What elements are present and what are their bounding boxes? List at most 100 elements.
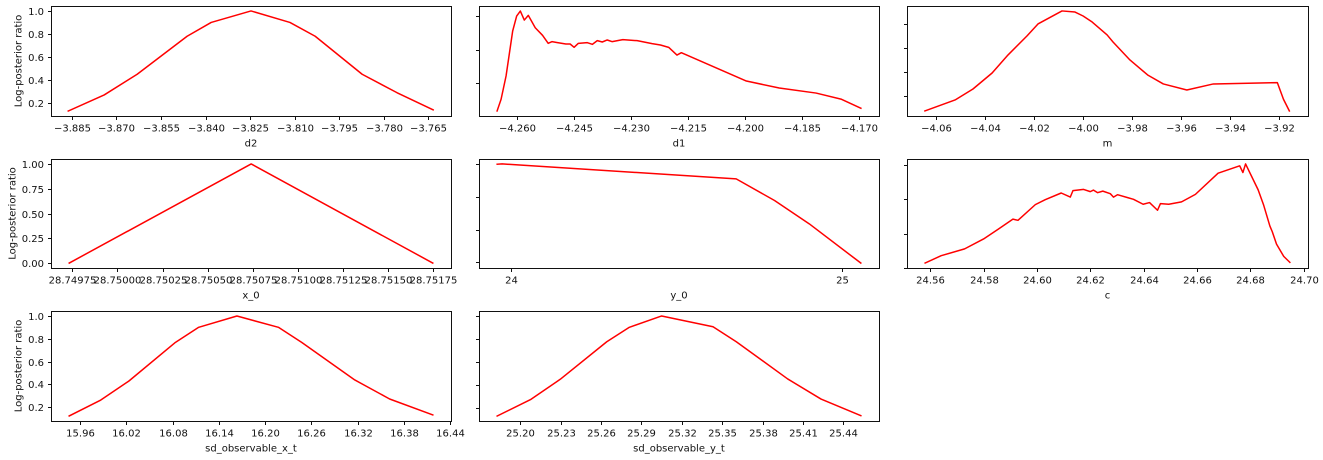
y-axis: 0.00 0.25 0.50 0.75 1.00 Log-posterior ratio [7,160,52,270]
x-tick-label: 16.20 [251,429,280,440]
x-tick-label: 24.68 [1236,276,1265,287]
x-tick-label: 28.75125 [320,276,368,287]
x-tick-label: 25.35 [708,429,737,440]
x-tick-label: −4.00 [1068,124,1099,135]
x-axis: −4.260 −4.245 −4.230 −4.215 −4.200 −4.185 −4.1… [499,116,878,150]
x-tick-label: −4.170 [841,124,878,135]
y-tick-label: 0.2 [28,99,44,110]
x-axis-label: y_0 [670,291,687,302]
x-tick-label: 16.32 [344,429,373,440]
y-tick-label: 0.8 [28,335,44,346]
y-tick-label: 1.00 [22,160,44,171]
subplot-d2: −3.885 −3.870 −3.855 −3.840 −3.825 −3.810 −3.7… [14,6,452,150]
subplot-m: −4.06 −4.04 −4.02 −4.00 −3.98 −3.96 −3.94 −3.92… [904,6,1309,150]
y-tick-label: 0.4 [28,76,44,87]
y-axis [904,24,908,97]
x-tick-label: 16.14 [205,429,234,440]
x-tick-label: 16.44 [436,429,465,440]
y-tick-label: 0.6 [28,53,44,64]
x-tick-label: −3.885 [54,124,91,135]
data-line-x_0 [68,163,434,265]
x-tick-label: 28.75075 [230,276,278,287]
x-tick-label: −3.98 [1117,124,1148,135]
x-axis-label: d1 [673,139,686,150]
x-axis-label: x_0 [242,291,259,302]
x-tick-label: 16.02 [112,429,141,440]
y-axis [476,16,480,84]
x-tick-label: −3.870 [98,124,135,135]
y-axis-label: Log-posterior ratio [14,15,25,108]
x-tick-label: 24.60 [1023,276,1052,287]
x-axis-label: c [1105,291,1111,302]
x-axis: 28.7497528.7500028.7502528.7505028.75075… [49,268,457,302]
x-tick-label: 16.38 [390,429,419,440]
x-tick-label: −4.02 [1019,124,1050,135]
x-tick-label: 25.23 [547,429,576,440]
x-tick-label: 24.64 [1130,276,1159,287]
x-tick-label: −4.06 [921,124,952,135]
y-axis-label: Log-posterior ratio [14,320,25,413]
x-axis: 15.96 16.02 16.08 16.14 16.20 16.26 16.32 16.38… [66,421,465,455]
data-line-y_0 [496,163,862,265]
y-tick-label: 0.50 [22,210,44,221]
data-line-sd_observable_y_t [496,315,862,418]
axes-frame [479,311,880,422]
x-tick-label: 24.70 [1290,276,1319,287]
subplot-sd_observable_y_t: 25.20 25.23 25.26 25.29 25.32 25.35 25.38 25.41… [476,311,880,455]
axes-frame [51,311,452,422]
x-axis: −4.06 −4.04 −4.02 −4.00 −3.98 −3.96 −3.94 −3.92… [921,116,1295,150]
axes-frame [479,159,880,269]
x-tick-label: −4.260 [499,124,536,135]
x-tick-label: 24.62 [1076,276,1105,287]
y-tick-label: 0.8 [28,30,44,41]
y-tick-label: 0.75 [22,185,44,196]
x-tick-label: 24.56 [916,276,945,287]
data-line-m [923,10,1291,112]
x-tick-label: 25.32 [668,429,697,440]
x-tick-label: 16.08 [159,429,188,440]
x-tick-label: −4.200 [727,124,764,135]
x-tick-label: 24 [505,276,518,287]
x-tick-label: −3.810 [277,124,314,135]
y-tick-label: 1.0 [28,7,44,18]
x-tick-label: 25.26 [587,429,616,440]
x-axis-label: m [1103,139,1113,150]
x-tick-label: −4.185 [784,124,821,135]
axes-frame [907,159,1309,269]
axes-frame [51,6,452,117]
subplot-c: 24.56 24.58 24.60 24.62 24.64 24.66 24.68 24.70… [904,159,1319,302]
y-tick-label: 1.0 [28,312,44,323]
y-axis [476,316,480,409]
x-tick-label: 25.41 [789,429,818,440]
y-tick-labels: 0.2 0.4 0.6 0.8 1.0 [28,312,44,414]
y-axis [904,165,908,269]
y-tick-label: 0.25 [22,234,44,245]
y-tick-label: 0.4 [28,380,44,391]
x-tick-label: −3.94 [1215,124,1246,135]
x-tick-label: 24.66 [1183,276,1212,287]
x-axis-label: sd_observable_y_t [633,444,725,455]
x-tick-label: 15.96 [66,429,95,440]
x-axis: 25.20 25.23 25.26 25.29 25.32 25.35 25.38 25.41… [506,421,858,455]
x-tick-label: −4.04 [970,124,1001,135]
y-tick-label: 0.00 [22,259,44,270]
subplot-sd_observable_x_t: 15.96 16.02 16.08 16.14 16.20 16.26 16.32 16.38… [14,311,465,455]
subplot-y_0: 24 25 y_0 [476,159,880,302]
y-tick-labels: 0.2 0.4 0.6 0.8 1.0 [28,7,44,110]
x-tick-label: 25.29 [627,429,656,440]
data-line-d1 [496,10,862,112]
subplot-x_0: 28.7497528.7500028.7502528.7505028.75075… [7,159,457,302]
x-tick-label: 28.74975 [49,276,97,287]
data-line-sd_observable_x_t [68,315,434,417]
x-axis-label: d2 [245,139,258,150]
x-tick-label: −3.855 [143,124,180,135]
x-tick-label: 28.75100 [275,276,323,287]
axes-frame [51,159,452,269]
data-line-c [924,163,1291,265]
x-tick-label: 24.58 [970,276,999,287]
y-axis [476,164,480,263]
y-tick-labels: 0.00 0.25 0.50 0.75 1.00 [22,160,44,270]
x-tick-label: −3.780 [366,124,403,135]
